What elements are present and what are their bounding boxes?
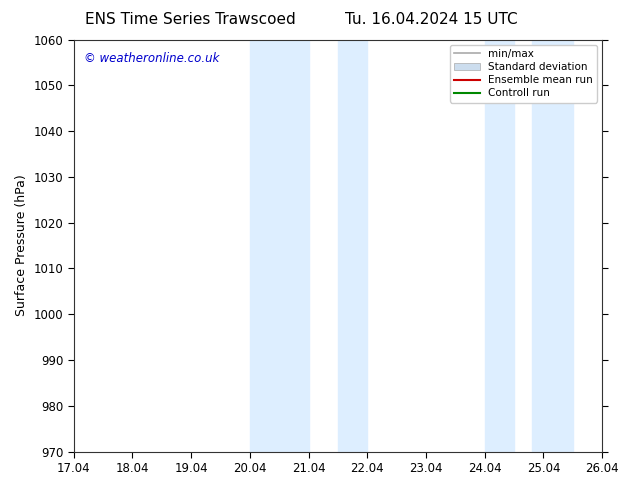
- Bar: [250, 40, 309, 452]
- Bar: [485, 40, 514, 452]
- Text: Tu. 16.04.2024 15 UTC: Tu. 16.04.2024 15 UTC: [345, 12, 517, 27]
- Text: © weatheronline.co.uk: © weatheronline.co.uk: [84, 52, 219, 65]
- Bar: [532, 40, 573, 452]
- Text: ENS Time Series Trawscoed: ENS Time Series Trawscoed: [85, 12, 295, 27]
- Bar: [338, 40, 367, 452]
- Legend: min/max, Standard deviation, Ensemble mean run, Controll run: min/max, Standard deviation, Ensemble me…: [450, 45, 597, 102]
- Y-axis label: Surface Pressure (hPa): Surface Pressure (hPa): [15, 175, 28, 317]
